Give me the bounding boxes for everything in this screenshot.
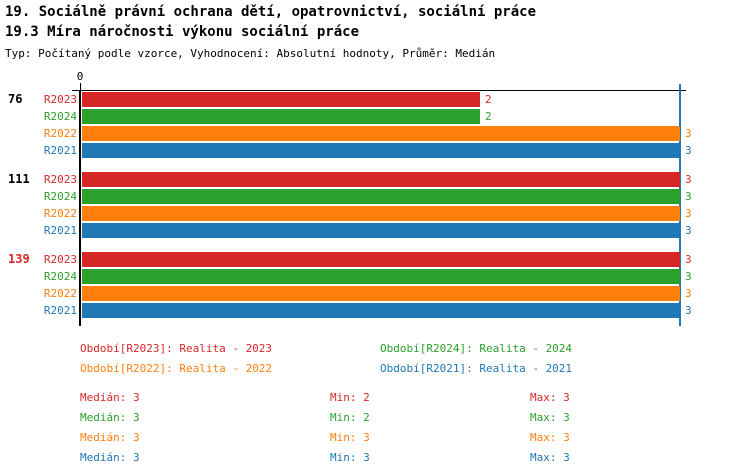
series-label: R2024 — [43, 270, 77, 283]
bar-value-label: 3 — [685, 190, 692, 203]
axis-tick — [80, 83, 81, 90]
legend-item-r2021: Období[R2021]: Realita - 2021 — [380, 362, 573, 375]
bar — [82, 269, 680, 284]
bar-value-label: 3 — [685, 144, 692, 157]
page-title: 19. Sociálně právní ochrana dětí, opatro… — [5, 4, 537, 20]
stat-median-r2023: Medián: 3 — [80, 391, 140, 404]
bar — [82, 303, 680, 318]
stat-max-r2024: Max: 3 — [530, 411, 570, 424]
series-label: R2021 — [43, 224, 77, 237]
series-label: R2024 — [43, 190, 77, 203]
series-label: R2022 — [43, 287, 77, 300]
axis-y-line — [79, 90, 81, 326]
bar-value-label: 3 — [685, 127, 692, 140]
bar — [82, 189, 680, 204]
bar-value-label: 3 — [685, 287, 692, 300]
bar-value-label: 3 — [685, 224, 692, 237]
series-label: R2022 — [43, 127, 77, 140]
bar-value-label: 3 — [685, 270, 692, 283]
series-label: R2021 — [43, 304, 77, 317]
stat-max-r2023: Max: 3 — [530, 391, 570, 404]
bar — [82, 126, 680, 141]
series-label: R2022 — [43, 207, 77, 220]
bar — [82, 286, 680, 301]
legend-item-r2022: Období[R2022]: Realita - 2022 — [80, 362, 273, 375]
stat-max-r2022: Max: 3 — [530, 431, 570, 444]
series-label: R2023 — [43, 253, 77, 266]
group-label: 76 — [8, 92, 23, 106]
series-label: R2023 — [43, 93, 77, 106]
stat-min-r2024: Min: 2 — [330, 411, 370, 424]
bar — [82, 109, 480, 124]
axis-top-line — [72, 90, 686, 91]
series-label: R2023 — [43, 173, 77, 186]
bar — [82, 143, 680, 158]
bar-value-label: 2 — [485, 93, 492, 106]
bar-value-label: 2 — [485, 110, 492, 123]
bar-value-label: 3 — [685, 304, 692, 317]
series-label: R2021 — [43, 144, 77, 157]
axis-zero-label: 0 — [76, 70, 84, 83]
stat-min-r2023: Min: 2 — [330, 391, 370, 404]
bar-value-label: 3 — [685, 253, 692, 266]
stat-median-r2021: Medián: 3 — [80, 451, 140, 464]
bar — [82, 206, 680, 221]
bar — [82, 252, 680, 267]
median-reference-line — [679, 84, 681, 326]
stat-min-r2022: Min: 3 — [330, 431, 370, 444]
stat-max-r2021: Max: 3 — [530, 451, 570, 464]
stat-min-r2021: Min: 3 — [330, 451, 370, 464]
bar — [82, 223, 680, 238]
page-subtitle: 19.3 Míra náročnosti výkonu sociální prá… — [5, 24, 360, 40]
bar-value-label: 3 — [685, 173, 692, 186]
bar — [82, 172, 680, 187]
bar-value-label: 3 — [685, 207, 692, 220]
bar — [82, 92, 480, 107]
series-label: R2024 — [43, 110, 77, 123]
group-label: 111 — [8, 172, 30, 186]
stat-median-r2024: Medián: 3 — [80, 411, 140, 424]
legend-item-r2024: Období[R2024]: Realita - 2024 — [380, 342, 573, 355]
chart-meta-line: Typ: Počítaný podle vzorce, Vyhodnocení:… — [5, 47, 496, 60]
legend-item-r2023: Období[R2023]: Realita - 2023 — [80, 342, 273, 355]
stat-median-r2022: Medián: 3 — [80, 431, 140, 444]
group-label: 139 — [8, 252, 30, 266]
